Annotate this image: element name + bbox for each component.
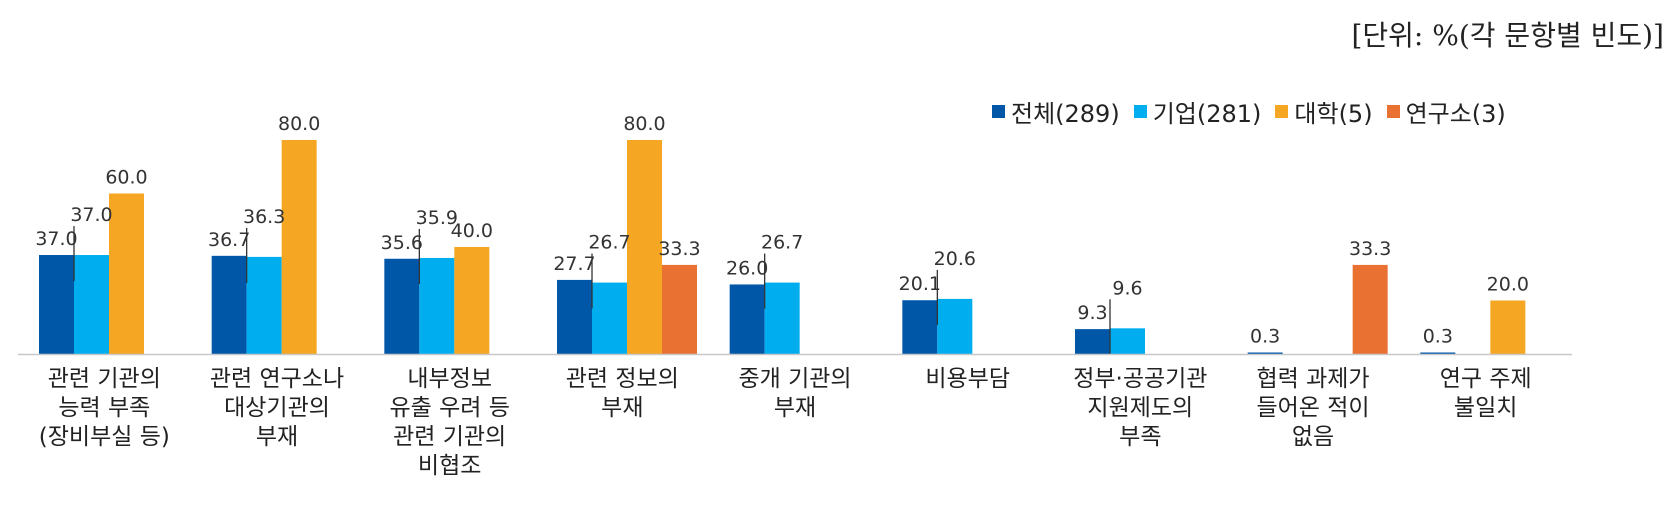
bar [764, 282, 800, 354]
bar [662, 264, 697, 354]
data-label: 20.1 [899, 273, 941, 295]
legend-swatch [1133, 105, 1147, 118]
bar [1075, 329, 1110, 354]
data-label: 37.0 [70, 204, 112, 226]
category-label: 협력 과제가 들어온 적이 없음 [1256, 366, 1369, 450]
category-label: 정부·공공기관 지원제도의 부족 [1073, 366, 1207, 450]
data-label: 20.6 [934, 248, 976, 270]
bar [39, 255, 74, 354]
bar [211, 255, 247, 354]
data-label: 9.3 [1077, 302, 1107, 324]
bar [74, 255, 109, 354]
legend-swatch [1386, 105, 1400, 118]
data-label: 35.6 [381, 232, 423, 254]
data-label: 26.7 [761, 232, 803, 254]
data-label: 26.7 [588, 232, 630, 254]
bar [384, 258, 420, 354]
bar [454, 247, 490, 354]
bar [729, 284, 765, 354]
data-label: 26.0 [726, 257, 768, 279]
data-label: 27.7 [553, 253, 595, 275]
bar [1420, 352, 1456, 354]
category-label: 관련 기관의 능력 부족 (장비부실 등) [39, 366, 170, 450]
bar [902, 300, 938, 354]
data-label: 36.7 [208, 229, 250, 251]
legend-label: 연구소(3) [1405, 100, 1506, 128]
data-label: 33.3 [658, 238, 700, 260]
category-label: 내부정보 유출 우려 등 관련 기관의 비협조 [389, 366, 509, 479]
data-label: 40.0 [451, 220, 493, 242]
bar [627, 140, 662, 354]
data-label: 60.0 [105, 167, 147, 189]
bar [1110, 328, 1145, 354]
bar [937, 298, 973, 354]
data-label: 35.9 [416, 207, 458, 229]
bar [1490, 300, 1526, 354]
chart-legend: 전체(289) 기업(281) 대학(5) 연구소(3) [992, 94, 1506, 129]
legend-label: 전체(289) [1011, 100, 1120, 128]
unit-label: [단위: %(각 문항별 빈도)] [1351, 19, 1664, 52]
data-label: 0.3 [1250, 326, 1280, 348]
data-label: 36.3 [243, 206, 285, 228]
data-label: 80.0 [278, 113, 320, 135]
legend-item: 전체(289) [992, 94, 1120, 129]
data-label: 20.0 [1487, 274, 1529, 296]
bar [557, 279, 592, 354]
legend-item: 기업(281) [1133, 94, 1262, 129]
bar [1352, 264, 1388, 354]
bar [592, 282, 627, 354]
bar [109, 193, 144, 354]
bar [1247, 352, 1283, 354]
legend-item: 연구소(3) [1386, 94, 1506, 129]
data-label: 33.3 [1349, 238, 1391, 260]
category-label: 관련 정보의 부재 [566, 366, 679, 421]
category-label: 연구 주제 불일치 [1440, 366, 1532, 421]
bar [246, 256, 282, 354]
bar [281, 140, 317, 354]
bar [419, 257, 455, 354]
category-label: 중개 기관의 부재 [738, 366, 851, 421]
data-label: 0.3 [1423, 326, 1453, 348]
category-label: 비용부담 [925, 366, 1010, 392]
legend-swatch [992, 105, 1005, 118]
data-label: 9.6 [1112, 277, 1142, 299]
data-label: 37.0 [35, 228, 77, 250]
legend-item: 대학(5) [1275, 94, 1373, 129]
legend-label: 대학(5) [1294, 100, 1373, 128]
category-label: 관련 연구소나 대상기관의 부재 [210, 366, 344, 450]
legend-label: 기업(281) [1152, 100, 1262, 128]
legend-swatch [1275, 105, 1289, 118]
data-label: 80.0 [623, 113, 665, 135]
